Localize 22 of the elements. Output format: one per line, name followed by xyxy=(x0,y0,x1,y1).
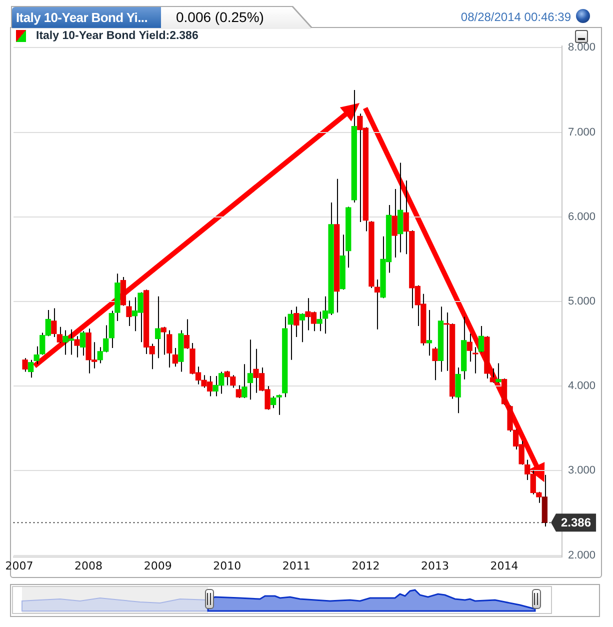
y-tick-label: 4.000 xyxy=(568,380,596,392)
x-tick-label: 2009 xyxy=(144,559,172,572)
x-tick-label: 2013 xyxy=(420,559,449,572)
y-tick-label: 3.000 xyxy=(568,464,596,477)
y-tick-label: 8.000 xyxy=(568,42,596,54)
x-tick-label: 2008 xyxy=(74,559,103,572)
y-tick-label: 2.000 xyxy=(568,549,596,562)
x-tick-label: 2012 xyxy=(352,559,380,572)
text: 08/28/2014 00:46:39 xyxy=(460,10,571,24)
x-tick-label: 2007 xyxy=(5,559,34,572)
x-tick-label: 2014 xyxy=(490,559,518,572)
y-tick-label: 5.000 xyxy=(568,296,596,308)
y-tick-label: 7.000 xyxy=(568,126,596,138)
chart-subtitle: 0.006 (0.25%) xyxy=(176,9,264,25)
candlestick xyxy=(368,220,374,288)
y-tick-label: 6.000 xyxy=(568,210,596,223)
legend-label: Italy 10-Year Bond Yield:2.386 xyxy=(36,30,198,42)
chart-title: Italy 10-Year Bond Yi... xyxy=(12,7,161,28)
x-tick-label: 2011 xyxy=(282,559,310,572)
ref-line-label: 2.386 xyxy=(561,515,592,530)
candlestick xyxy=(501,378,508,406)
x-tick-label: 2010 xyxy=(213,559,242,572)
